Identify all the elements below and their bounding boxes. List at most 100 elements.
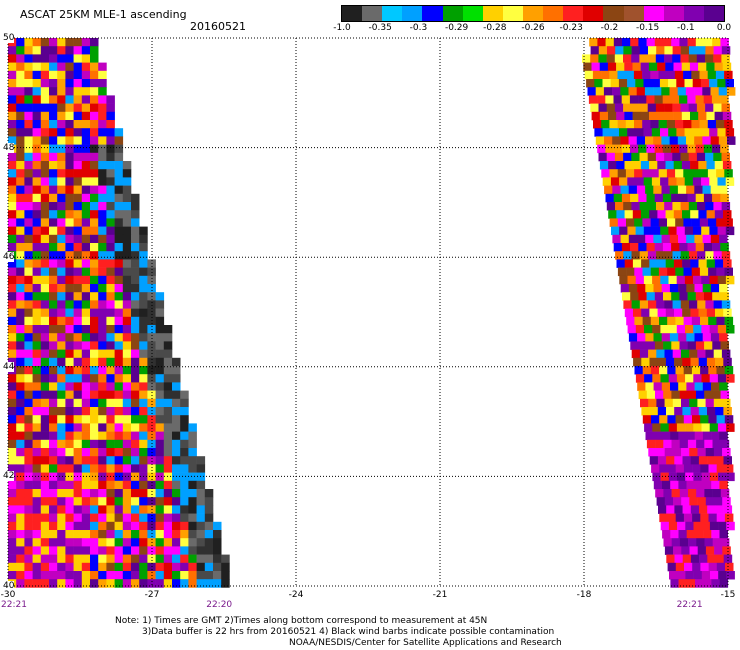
data-cell — [8, 480, 17, 490]
data-cell — [163, 554, 173, 564]
data-cell — [73, 169, 83, 178]
data-cell — [131, 275, 140, 285]
data-cell — [32, 325, 42, 334]
data-cell — [639, 54, 648, 63]
data-cell — [24, 144, 33, 154]
data-cell — [625, 120, 635, 129]
data-cell — [106, 275, 115, 285]
data-cell — [155, 341, 165, 350]
data-cell — [726, 374, 735, 383]
data-cell — [57, 120, 66, 129]
data-cell — [711, 431, 720, 441]
data-cell — [114, 513, 124, 523]
data-cell — [65, 136, 74, 145]
data-cell — [172, 374, 181, 383]
data-cell — [675, 267, 684, 277]
data-cell — [700, 316, 709, 326]
data-cell — [616, 111, 625, 121]
data-cell — [16, 579, 25, 588]
data-cell — [40, 316, 50, 326]
data-cell — [131, 398, 140, 408]
data-cell — [139, 448, 148, 457]
data-cell — [81, 234, 91, 244]
data-cell — [701, 275, 710, 285]
data-cell — [40, 87, 50, 96]
data-cell — [131, 284, 140, 293]
data-cell — [668, 226, 677, 236]
data-cell — [679, 439, 689, 449]
data-cell — [81, 431, 91, 441]
data-cell — [65, 226, 74, 236]
data-cell — [106, 464, 115, 473]
data-cell — [685, 571, 694, 580]
data-cell — [683, 70, 692, 80]
data-cell — [683, 316, 693, 326]
data-cell — [90, 366, 99, 375]
data-cell — [695, 292, 705, 301]
data-cell — [122, 579, 132, 588]
data-cell — [721, 152, 730, 162]
data-cell — [57, 226, 66, 236]
data-cell — [722, 546, 731, 555]
data-cell — [634, 366, 643, 375]
data-cell — [139, 456, 148, 465]
data-cell — [630, 193, 639, 203]
data-cell — [664, 300, 673, 309]
data-cell — [701, 128, 710, 137]
data-cell — [98, 177, 107, 186]
data-cell — [710, 87, 719, 96]
data-cell — [221, 554, 230, 564]
data-cell — [73, 316, 83, 326]
data-cell — [114, 218, 124, 227]
data-cell — [49, 448, 58, 457]
data-cell — [708, 366, 717, 375]
data-cell — [180, 505, 189, 514]
data-cell — [139, 308, 148, 318]
data-cell — [665, 308, 675, 318]
data-cell — [32, 333, 42, 342]
data-cell — [8, 54, 17, 63]
data-cell — [172, 480, 181, 490]
data-cell — [636, 185, 646, 195]
data-cell — [49, 120, 58, 129]
data-cell — [664, 546, 674, 555]
data-cell — [122, 300, 132, 309]
data-cell — [188, 571, 197, 580]
data-cell — [16, 439, 25, 449]
data-cell — [172, 398, 181, 408]
data-cell — [646, 341, 656, 350]
data-cell — [8, 95, 17, 104]
data-cell — [16, 193, 25, 203]
data-cell — [701, 325, 710, 334]
data-cell — [196, 513, 206, 523]
data-cell — [155, 357, 165, 367]
data-cell — [8, 152, 17, 162]
data-cell — [49, 374, 58, 383]
data-cell — [131, 357, 140, 367]
data-cell — [65, 46, 74, 55]
data-cell — [139, 562, 148, 572]
data-cell — [617, 169, 627, 178]
data-cell — [650, 366, 660, 375]
data-cell — [632, 161, 642, 170]
data-cell — [106, 152, 115, 162]
data-cell — [16, 46, 25, 55]
data-cell — [81, 497, 91, 506]
data-cell — [90, 407, 99, 416]
data-cell — [106, 103, 115, 113]
data-cell — [16, 538, 25, 547]
data-cell — [717, 79, 726, 88]
data-cell — [668, 275, 677, 285]
data-cell — [73, 374, 83, 383]
data-cell — [646, 243, 655, 252]
data-cell — [623, 202, 632, 211]
data-cell — [688, 489, 697, 498]
data-cell — [648, 398, 657, 408]
color-scale-swatch — [442, 6, 463, 21]
data-cell — [701, 571, 711, 580]
data-cell — [139, 521, 148, 531]
data-cell — [57, 390, 66, 400]
data-cell — [726, 325, 735, 334]
data-cell — [114, 333, 124, 342]
data-cell — [624, 308, 634, 318]
